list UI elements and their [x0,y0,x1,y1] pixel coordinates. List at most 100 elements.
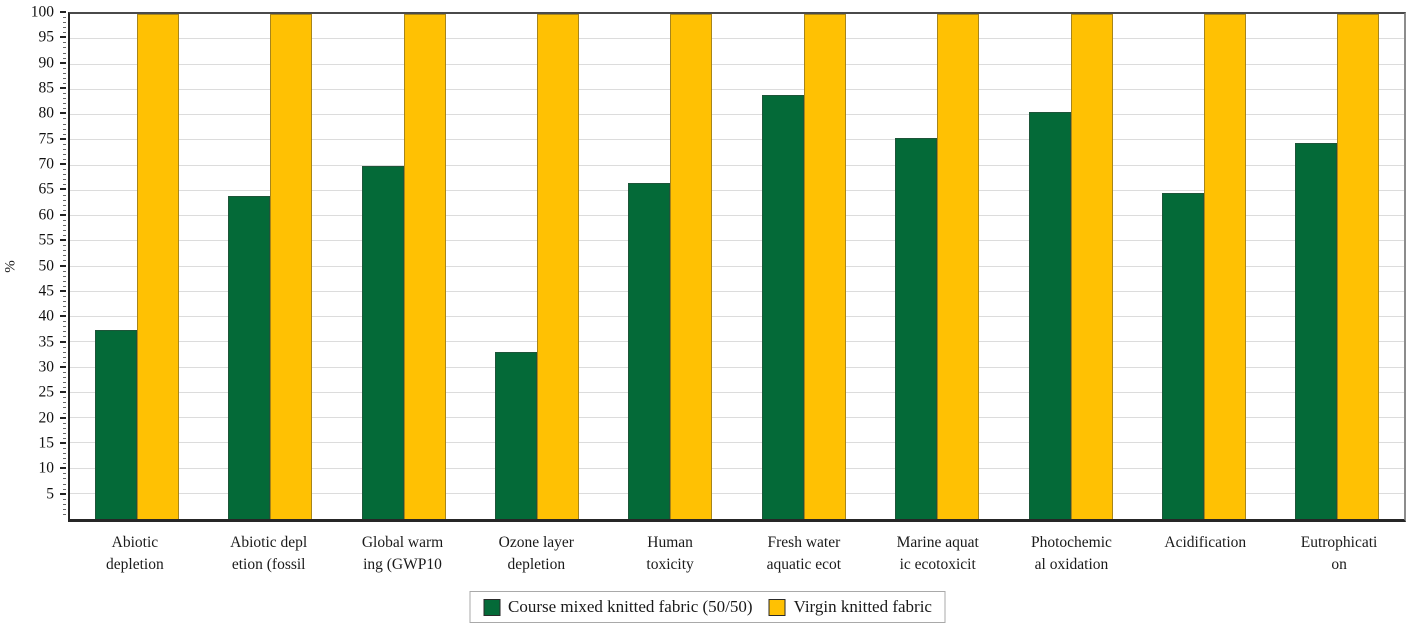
y-minor-tick-mark [63,306,66,308]
y-minor-tick-mark [63,503,66,505]
y-tick-mark [60,11,66,13]
y-minor-tick-mark [63,219,66,221]
y-tick-label: 45 [38,282,55,300]
y-minor-tick-mark [63,153,66,155]
y-minor-tick-mark [63,508,66,510]
bar-groups [70,14,1404,519]
y-minor-tick-mark [63,295,66,297]
y-minor-tick-mark [63,184,66,186]
y-minor-tick-mark [63,199,66,201]
bar-group [870,14,1003,519]
bar-course-mixed-knitted-fabric [494,352,537,519]
y-minor-tick-mark [63,488,66,490]
x-category-label: Photochemic al oxidation [1031,534,1112,574]
y-minor-tick-mark [63,42,66,44]
y-tick-label: 55 [38,231,55,249]
gridline [70,189,1404,191]
y-minor-tick-mark [63,498,66,500]
bar-course-mixed-knitted-fabric [228,195,271,519]
y-minor-tick-mark [63,397,66,399]
y-tick-mark [60,239,66,242]
y-minor-tick-mark [63,250,66,252]
y-tick-label: 30 [38,358,55,376]
y-minor-tick-mark [63,98,66,100]
y-tick-mark [60,188,66,191]
y-minor-tick-mark [63,483,66,485]
y-minor-tick-mark [63,285,66,287]
y-minor-tick-mark [63,377,66,379]
y-minor-tick-mark [63,432,66,434]
y-minor-tick-mark [63,387,66,389]
x-axis-category-labels: Abiotic depletion Abiotic depl etion (fos… [68,532,1406,577]
y-minor-tick-mark [63,72,66,74]
x-category-label: Abiotic depletion [106,534,164,574]
bar-virgin-knitted-fabric [536,14,579,519]
y-tick-mark [60,61,66,64]
y-minor-tick-mark [63,463,66,465]
y-tick-mark [60,264,66,267]
y-minor-tick-mark [63,204,66,206]
y-tick-mark [60,365,66,368]
gridline [70,139,1404,141]
y-tick-mark [60,213,66,216]
y-minor-tick-mark [63,321,66,323]
bar-virgin-knitted-fabric [1070,14,1113,519]
gridline [70,215,1404,216]
legend-label: Course mixed knitted fabric (50/50) [508,597,753,616]
x-category-label: Abiotic depl etion (fossil [230,534,308,574]
y-minor-tick-mark [63,230,66,231]
y-minor-tick-mark [63,128,66,130]
y-tick-label: 95 [38,28,55,46]
y-minor-tick-mark [63,412,66,414]
y-minor-tick-mark [63,118,66,120]
x-category-label: Human toxicity [646,534,694,574]
y-tick-label: 70 [38,155,55,173]
y-minor-tick-mark [63,103,66,105]
gridline [70,63,1404,65]
y-tick-label: 80 [38,104,55,122]
y-minor-tick-mark [63,108,66,110]
bar-virgin-knitted-fabric [670,14,713,519]
y-minor-tick-mark [63,143,66,145]
y-tick-mark [60,36,66,39]
y-minor-tick-mark [63,270,66,272]
y-tick-mark [60,289,66,292]
y-tick-mark [60,467,66,470]
bar-group [1004,14,1137,519]
gridline [70,417,1404,418]
y-tick-label: 10 [38,459,55,477]
bar-group [470,14,603,519]
y-tick-label: 15 [38,434,55,452]
gridline [70,164,1404,166]
y-minor-tick-mark [63,473,66,475]
y-tick-mark [60,87,66,90]
x-category-label: Global warm ing (GWP10 [361,534,444,574]
y-minor-tick-mark [63,356,66,358]
gridline [70,265,1404,267]
y-tick-label: 5 [46,484,54,502]
y-tick-label: 20 [38,408,55,426]
y-minor-tick-mark [63,448,66,450]
y-minor-tick-mark [63,133,66,135]
y-minor-tick-mark [63,427,66,429]
bar-group [203,14,336,519]
y-tick-label: 90 [38,53,55,71]
y-minor-tick-mark [63,67,66,69]
y-tick-mark [60,391,66,394]
gridline [70,88,1404,90]
y-minor-tick-mark [63,346,66,348]
gridline [70,492,1404,494]
y-minor-tick-mark [63,402,66,404]
y-minor-tick-mark [63,179,66,181]
y-tick-mark [60,315,66,318]
y-tick-mark [60,137,66,140]
y-minor-tick-mark [63,77,66,79]
x-category-label: Ozone layer depletion [498,534,574,574]
gridline [70,316,1404,317]
gridline [70,341,1404,343]
bar-course-mixed-knitted-fabric [895,137,938,519]
y-tick-label: 75 [38,130,55,147]
y-minor-tick-mark [63,159,66,161]
bar-group [337,14,470,519]
